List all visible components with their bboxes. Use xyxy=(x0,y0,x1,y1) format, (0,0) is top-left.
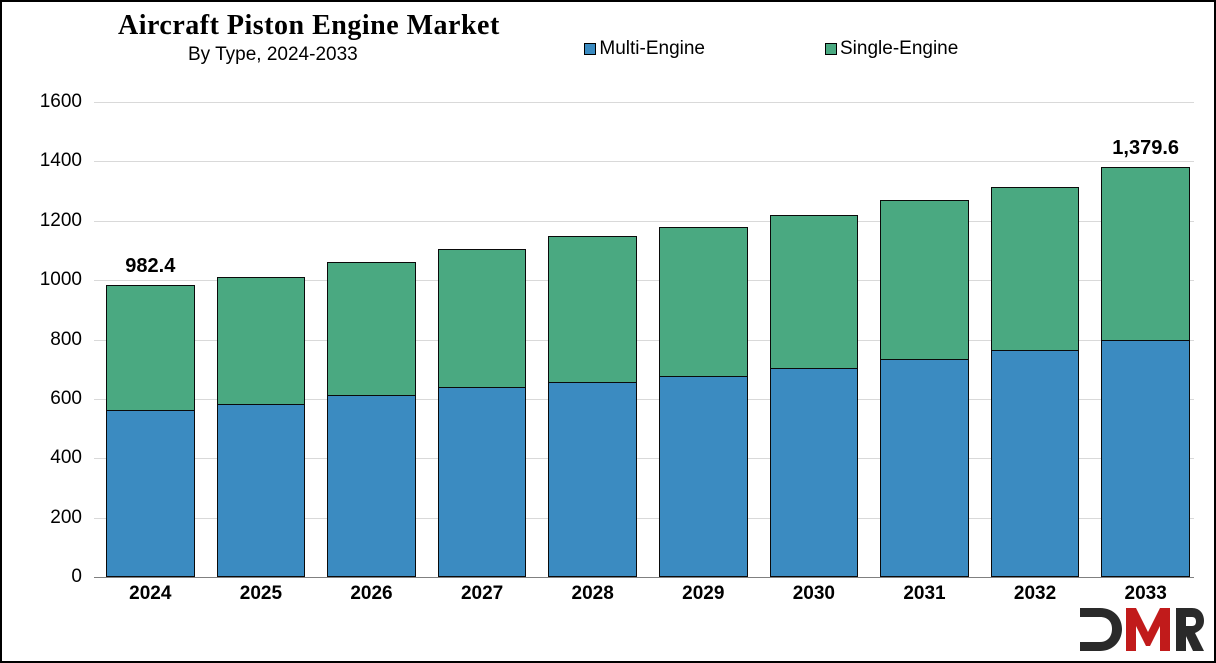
bar: 982.4 xyxy=(106,285,195,577)
bar-segment-multi xyxy=(327,396,416,577)
x-axis: 2024202520262027202820292030203120322033 xyxy=(106,583,1190,605)
bars: 982.4 1,379.6 xyxy=(106,102,1190,577)
bar xyxy=(991,187,1080,577)
bar xyxy=(327,262,416,577)
bar-segment-single xyxy=(991,187,1080,352)
bar-segment-single xyxy=(1101,167,1190,341)
legend-item: Multi-Engine xyxy=(584,38,705,60)
bar-segment-single xyxy=(327,262,416,396)
bar xyxy=(548,236,637,577)
x-tick-label: 2031 xyxy=(880,583,969,605)
bar-segment-multi xyxy=(880,360,969,577)
chart-frame: Aircraft Piston Engine Market By Type, 2… xyxy=(0,0,1216,663)
y-tick-label: 600 xyxy=(22,388,82,410)
bar-segment-single xyxy=(106,285,195,410)
bar-segment-multi xyxy=(770,369,859,577)
logo-letter-r xyxy=(1176,608,1204,651)
legend-swatch xyxy=(825,43,837,55)
bar-callout: 982.4 xyxy=(106,255,195,278)
y-tick-label: 800 xyxy=(22,329,82,351)
legend-label: Multi-Engine xyxy=(599,38,705,60)
x-tick-label: 2027 xyxy=(438,583,527,605)
bar-segment-single xyxy=(548,236,637,383)
y-tick-label: 1200 xyxy=(22,210,82,232)
y-tick-label: 1600 xyxy=(22,91,82,113)
bar xyxy=(880,200,969,577)
y-tick-label: 1000 xyxy=(22,269,82,291)
bar-segment-single xyxy=(659,227,748,377)
bar-segment-single xyxy=(770,215,859,369)
bar xyxy=(438,249,527,577)
bar xyxy=(770,215,859,577)
x-tick-label: 2028 xyxy=(548,583,637,605)
x-tick-label: 2030 xyxy=(770,583,859,605)
y-tick-label: 200 xyxy=(22,507,82,529)
bar-segment-single xyxy=(217,277,306,405)
bar-segment-multi xyxy=(991,351,1080,577)
chart-subtitle: By Type, 2024-2033 xyxy=(118,44,584,66)
bar-segment-multi xyxy=(1101,341,1190,577)
bar xyxy=(217,277,306,577)
legend-swatch xyxy=(584,43,596,55)
bar-segment-single xyxy=(880,200,969,360)
header-row: Aircraft Piston Engine Market By Type, 2… xyxy=(18,10,1198,66)
x-tick-label: 2025 xyxy=(217,583,306,605)
title-block: Aircraft Piston Engine Market By Type, 2… xyxy=(18,10,584,66)
bar-segment-single xyxy=(438,249,527,389)
bar-segment-multi xyxy=(548,383,637,577)
bar: 1,379.6 xyxy=(1101,167,1190,577)
gridline xyxy=(94,577,1194,578)
y-tick-label: 0 xyxy=(22,566,82,588)
y-tick-label: 400 xyxy=(22,447,82,469)
legend-label: Single-Engine xyxy=(840,38,958,60)
chart-area: 982.4 1,379.6 2024 2025 2026 2027 2028 2029 203… xyxy=(22,102,1194,605)
bar-segment-multi xyxy=(106,411,195,577)
logo-letter-m xyxy=(1126,608,1170,651)
chart-title: Aircraft Piston Engine Market xyxy=(118,10,584,42)
bar-segment-multi xyxy=(217,405,306,577)
legend: Multi-Engine Single-Engine xyxy=(584,10,958,60)
bar xyxy=(659,227,748,577)
legend-item: Single-Engine xyxy=(825,38,958,60)
logo-letter-d xyxy=(1080,608,1122,651)
bar-segment-multi xyxy=(659,377,748,577)
y-tick-label: 1400 xyxy=(22,150,82,172)
bar-segment-multi xyxy=(438,388,527,577)
brand-logo xyxy=(1074,602,1204,657)
x-tick-label: 2026 xyxy=(327,583,416,605)
bar-callout: 1,379.6 xyxy=(1101,137,1190,160)
x-tick-label: 2024 xyxy=(106,583,195,605)
x-tick-label: 2032 xyxy=(991,583,1080,605)
x-tick-label: 2029 xyxy=(659,583,748,605)
